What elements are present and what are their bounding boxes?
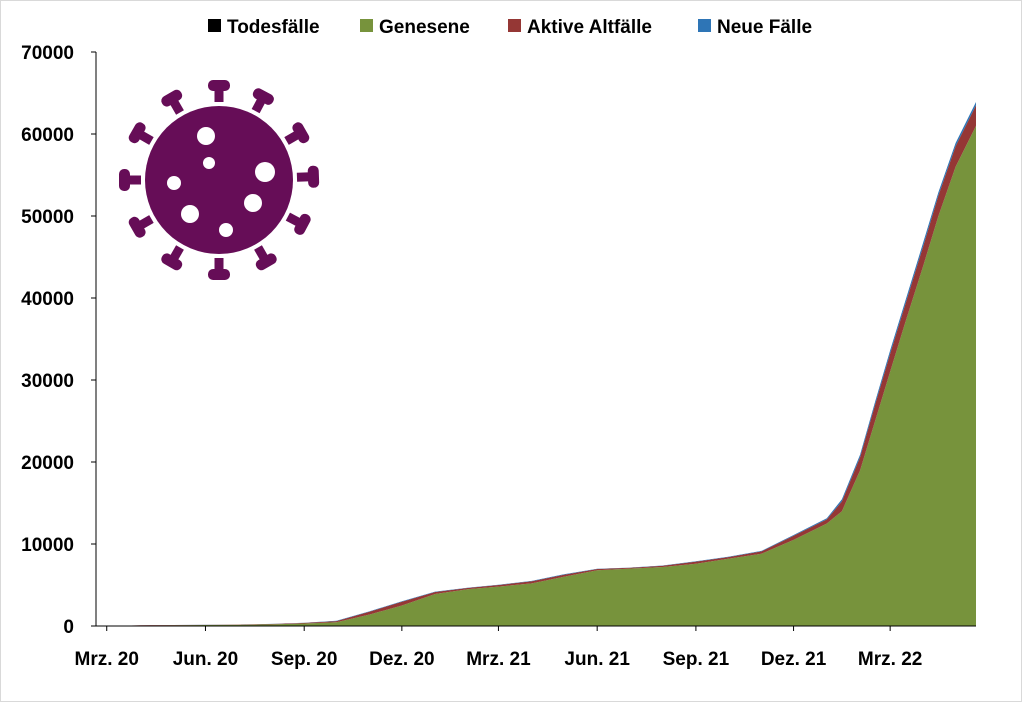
y-tick-label: 30000 xyxy=(21,371,74,392)
x-tick-label: Dez. 21 xyxy=(761,649,827,670)
x-tick-label: Sep. 21 xyxy=(663,649,730,670)
x-tick-label: Mrz. 21 xyxy=(466,649,531,670)
legend: Todesfälle Genesene Aktive Altfälle Neue Fä… xyxy=(208,17,812,38)
virus-logo-icon xyxy=(119,80,320,280)
x-tick-label: Mrz. 20 xyxy=(75,649,139,670)
x-tick-label: Dez. 20 xyxy=(369,649,434,670)
legend-label: Genesene xyxy=(379,17,470,38)
axes: 0 10000 20000 30000 40000 50000 60000 70000 Mrz.… xyxy=(21,43,976,670)
x-tick-label: Mrz. 22 xyxy=(858,649,922,670)
legend-swatch xyxy=(360,19,373,32)
y-tick-label: 10000 xyxy=(21,535,74,556)
legend-swatch xyxy=(208,19,221,32)
legend-swatch xyxy=(508,19,521,32)
area-series-1 xyxy=(106,125,976,627)
x-tick-label: Jun. 21 xyxy=(564,649,630,670)
y-tick-label: 20000 xyxy=(21,453,74,474)
x-tick-label: Jun. 20 xyxy=(173,649,238,670)
legend-swatch xyxy=(698,19,711,32)
plot-areas xyxy=(106,102,976,627)
y-tick-label: 0 xyxy=(63,617,74,638)
legend-label: Neue Fälle xyxy=(717,17,812,38)
legend-label: Aktive Altfälle xyxy=(527,17,652,38)
y-tick-label: 50000 xyxy=(21,207,74,228)
legend-label: Todesfälle xyxy=(227,17,320,38)
y-tick-label: 70000 xyxy=(21,43,74,64)
x-tick-label: Sep. 20 xyxy=(271,649,338,670)
y-tick-label: 40000 xyxy=(21,289,74,310)
y-tick-label: 60000 xyxy=(21,125,74,146)
